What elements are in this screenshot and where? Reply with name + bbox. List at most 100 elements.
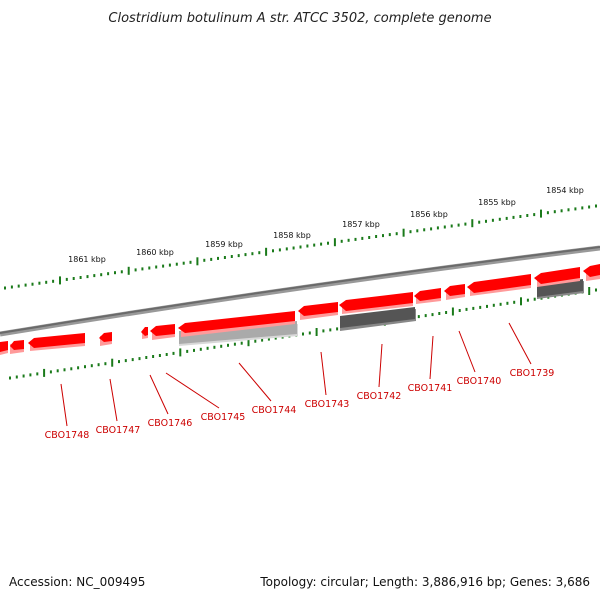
scale-upper-major-tick [196,257,199,266]
scale-upper-minor-tick [567,208,570,212]
scale-upper-minor-tick [120,270,123,274]
scale-upper-minor-tick [141,267,144,271]
scale-lower-minor-tick [36,372,39,376]
genome-summary-text: Topology: circular; Length: 3,886,916 bp… [259,575,590,589]
scale-lower-minor-tick [233,342,236,346]
scale-upper-minor-tick [114,271,116,275]
scale-lower-major-tick [588,287,591,295]
scale-upper-minor-tick [498,217,501,221]
scale-lower-minor-tick [513,300,516,304]
scale-upper-minor-tick [526,214,529,217]
scale-upper-minor-tick [272,249,274,253]
scale-upper-minor-tick [581,206,584,210]
scale-lower-minor-tick [172,351,175,355]
scale-lower-minor-tick [499,302,502,306]
scale-lower-minor-tick [227,343,229,347]
gene-label-cbo1744[interactable]: CBO1744 [252,405,297,416]
scale-lower-minor-tick [308,331,311,335]
scale-label-1856: 1856 kbp [410,210,448,219]
scale-upper-minor-tick [560,209,563,213]
gene-label-cbo1743[interactable]: CBO1743 [305,399,350,410]
scale-lower-minor-tick [63,368,66,372]
scale-lower-major-tick [315,328,318,336]
scale-lower-minor-tick [15,375,18,379]
scale-label-1859: 1859 kbp [205,240,243,249]
gene-label-cbo1739[interactable]: CBO1739 [510,368,555,379]
scale-track-upper [4,204,597,290]
scale-upper-minor-tick [574,207,577,211]
gene-arrow [414,288,441,301]
gene-features [0,264,600,355]
scale-upper-minor-tick [450,224,453,228]
gene-label-cbo1742[interactable]: CBO1742 [357,391,402,402]
gene-arrow [298,302,338,316]
gene-arrow [467,274,531,293]
scale-lower-minor-tick [206,346,209,350]
scale-upper-minor-tick [93,274,96,278]
scale-upper-minor-tick [423,228,426,232]
gene-label-cbo1747[interactable]: CBO1747 [96,425,141,436]
scale-lower-minor-tick [240,341,243,345]
scale-lower-minor-tick [70,367,73,371]
gene-arrow [150,324,175,336]
scale-lower-minor-tick [424,314,427,318]
scale-upper-minor-tick [10,285,13,289]
scale-upper-minor-tick [217,256,219,260]
scale-label-1861: 1861 kbp [68,255,106,264]
accession-text: Accession: NC_009495 [9,575,145,589]
scale-upper-minor-tick [491,218,494,222]
gene-label-cbo1741[interactable]: CBO1741 [408,383,453,394]
scale-lower-minor-tick [90,364,93,368]
scale-lower-minor-tick [158,354,161,357]
scale-upper-minor-tick [182,261,185,265]
gene-arrow [178,311,295,333]
scale-upper-minor-tick [72,277,75,280]
scale-upper-major-tick [265,247,268,256]
scale-upper-minor-tick [361,236,364,240]
scale-track-lower [9,287,597,380]
gene-arrow [28,333,85,348]
scale-upper-minor-tick [299,245,302,249]
scale-lower-minor-tick [131,358,134,362]
scale-upper-major-tick [540,209,542,218]
gene-arrow [583,264,600,277]
scale-upper-minor-tick [244,253,247,257]
scale-upper-minor-tick [306,244,309,248]
scale-upper-minor-tick [230,255,233,258]
scale-lower-minor-tick [486,304,488,308]
scale-lower-minor-tick [274,336,277,340]
scale-upper-minor-tick [285,247,288,251]
scale-lower-minor-tick [49,370,52,374]
gene-arrow [444,284,465,296]
scale-upper-minor-tick [375,235,378,238]
scale-upper-minor-tick [79,276,82,279]
scale-lower-minor-tick [465,307,468,311]
scale-upper-minor-tick [340,239,343,243]
scale-lower-minor-tick [220,344,223,348]
scale-lower-minor-tick [492,303,495,307]
gene-label-cbo1740[interactable]: CBO1740 [457,376,502,387]
scale-upper-minor-tick [31,282,34,286]
scale-upper-minor-tick [327,241,329,245]
scale-upper-minor-tick [107,272,110,276]
feature-gray-dark [340,307,415,328]
scale-lower-minor-tick [595,288,597,292]
scale-upper-minor-tick [175,262,178,266]
scale-lower-minor-tick [506,301,509,305]
scale-upper-minor-tick [546,211,549,215]
scale-lower-minor-tick [56,369,59,373]
scale-lower-minor-tick [213,345,216,349]
scale-upper-major-tick [402,228,405,237]
gene-label-cbo1746[interactable]: CBO1746 [148,418,193,429]
scale-lower-major-tick [520,297,522,306]
scale-upper-major-tick [333,238,336,247]
scale-lower-minor-tick [417,315,420,319]
gene-label-cbo1745[interactable]: CBO1745 [201,412,246,423]
gene-label-cbo1748[interactable]: CBO1748 [45,430,90,441]
scale-lower-minor-tick [322,329,325,333]
scale-upper-minor-tick [395,232,398,236]
scale-upper-minor-tick [409,230,412,234]
scale-upper-minor-tick [382,234,384,238]
scale-lower-minor-tick [84,365,86,369]
